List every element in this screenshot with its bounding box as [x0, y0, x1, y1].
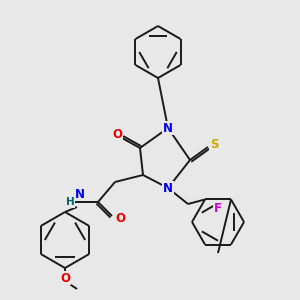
Text: N: N [163, 182, 173, 194]
Text: O: O [115, 212, 125, 226]
Text: O: O [60, 272, 70, 284]
Text: N: N [75, 188, 85, 200]
Text: O: O [112, 128, 122, 142]
Text: S: S [210, 137, 218, 151]
Text: F: F [214, 202, 222, 214]
Text: N: N [163, 122, 173, 134]
Text: H: H [66, 197, 74, 207]
